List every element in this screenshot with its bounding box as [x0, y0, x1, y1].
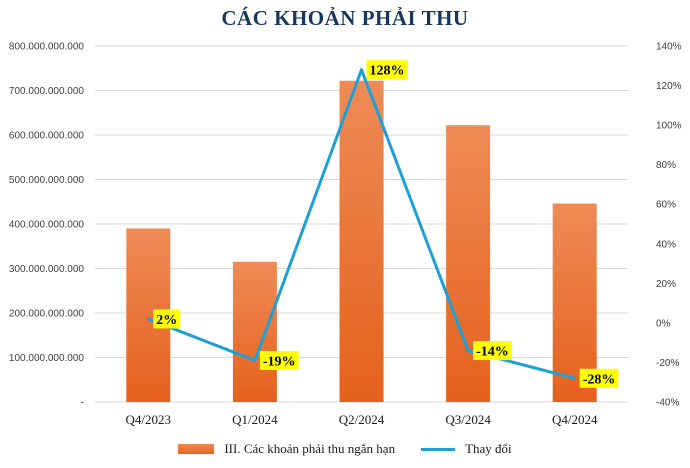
y-left-tick-label: 300.000.000.000: [9, 264, 85, 275]
data-label-bg: [366, 60, 408, 80]
y-right-tick-label: -40%: [656, 398, 679, 409]
data-label: -28%: [583, 372, 616, 387]
y-left-tick-label: 400.000.000.000: [9, 220, 85, 231]
line-point: [466, 349, 470, 353]
legend-label-bars: III. Các khoản phải thu ngắn hạn: [224, 441, 396, 456]
y-left-tick-label: 500.000.000.000: [9, 175, 85, 186]
line-point: [360, 68, 363, 72]
x-tick-label: Q4/2023: [126, 412, 172, 427]
legend-swatch-line: [421, 447, 456, 451]
line-point: [146, 317, 150, 321]
y-left-tick-label: 700.000.000.000: [9, 86, 85, 97]
data-label: 128%: [370, 64, 405, 79]
legend: III. Các khoản phải thu ngắn hạn Thay đổ…: [0, 437, 690, 461]
y-right-tick-label: 80%: [656, 160, 676, 171]
y-left-tick-label: 800.000.000.000: [9, 42, 85, 53]
data-label: -19%: [263, 354, 296, 369]
x-tick-label: Q1/2024: [232, 412, 278, 427]
data-label-bg: [579, 368, 619, 388]
legend-swatch-bars: [178, 444, 215, 454]
x-tick-label: Q2/2024: [339, 412, 385, 427]
chart-title: CÁC KHOẢN PHẢI THU: [221, 6, 469, 30]
line-point: [253, 358, 257, 362]
line-point: [573, 376, 577, 380]
y-right-tick-label: 100%: [656, 121, 682, 132]
legend-item-bars: III. Các khoản phải thu ngắn hạn: [178, 441, 395, 457]
y-right-tick-label: 40%: [656, 239, 676, 250]
y-left-tick-label: 200.000.000.000: [9, 309, 85, 320]
x-tick-label: Q4/2024: [552, 412, 598, 427]
y-left-tick-label: 100.000.000.000: [9, 353, 85, 364]
data-label-bg: [473, 341, 512, 361]
y-right-tick-label: 120%: [656, 81, 682, 92]
bar: [339, 80, 384, 403]
y-right-tick-label: 140%: [656, 42, 682, 53]
data-label-bg: [259, 350, 299, 370]
legend-item-line: Thay đổi: [421, 441, 512, 457]
data-label: 2%: [156, 313, 177, 328]
bar: [446, 125, 491, 403]
bar: [232, 261, 277, 402]
data-label: -14%: [476, 345, 509, 360]
y-right-tick-label: 60%: [656, 200, 676, 211]
data-label-bg: [153, 309, 181, 329]
x-tick-label: Q3/2024: [445, 412, 491, 427]
y-left-tick-label: 600.000.000.000: [9, 131, 85, 142]
legend-label-line: Thay đổi: [465, 441, 512, 456]
y-right-tick-label: 20%: [656, 279, 676, 290]
y-right-tick-label: -20%: [656, 358, 679, 369]
y-right-tick-label: 0%: [656, 318, 671, 329]
y-left-tick-label: -: [81, 398, 84, 409]
